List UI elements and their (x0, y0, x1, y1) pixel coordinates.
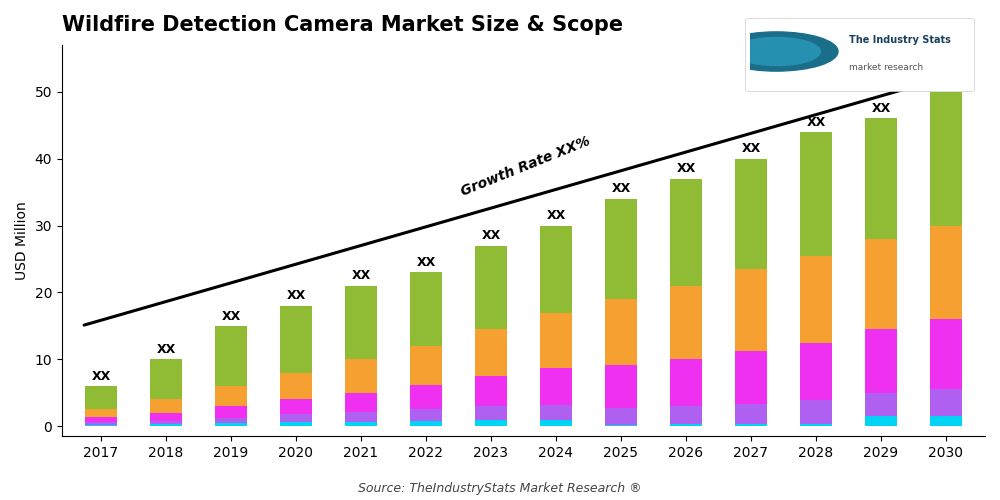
Text: XX: XX (936, 76, 956, 88)
Bar (85, 422, 117, 425)
Text: XX: XX (546, 209, 566, 222)
Bar (605, 364, 637, 408)
Bar (85, 425, 117, 426)
Text: Growth Rate XX%: Growth Rate XX% (458, 134, 592, 199)
Text: XX: XX (611, 182, 631, 196)
Text: XX: XX (156, 343, 176, 356)
Bar (735, 350, 767, 404)
Y-axis label: USD Million: USD Million (15, 201, 29, 280)
Bar (800, 256, 832, 344)
Bar (670, 424, 702, 426)
Bar (670, 358, 702, 406)
Text: XX: XX (351, 270, 371, 282)
Text: XX: XX (871, 102, 891, 115)
Text: XX: XX (416, 256, 436, 269)
Bar (865, 416, 897, 426)
Bar (865, 329, 897, 393)
Bar (345, 422, 377, 426)
Bar (605, 408, 637, 425)
Bar (540, 420, 572, 426)
Bar (410, 272, 442, 346)
Text: Wildfire Detection Camera Market Size & Scope: Wildfire Detection Camera Market Size & … (62, 15, 623, 35)
Bar (345, 360, 377, 393)
Bar (280, 422, 312, 426)
Bar (540, 226, 572, 312)
Text: XX: XX (91, 370, 111, 383)
Bar (800, 344, 832, 400)
Bar (410, 409, 442, 421)
Bar (930, 416, 962, 426)
Text: XX: XX (286, 290, 306, 302)
Bar (345, 393, 377, 411)
Bar (410, 346, 442, 386)
Bar (605, 199, 637, 299)
Bar (280, 400, 312, 414)
Bar (280, 414, 312, 422)
Bar (215, 326, 247, 386)
Text: market research: market research (849, 63, 923, 72)
Bar (735, 424, 767, 426)
Bar (280, 306, 312, 372)
Bar (540, 312, 572, 368)
Bar (215, 423, 247, 426)
FancyBboxPatch shape (746, 18, 974, 92)
Bar (735, 404, 767, 424)
Bar (475, 406, 507, 419)
Bar (540, 368, 572, 405)
Bar (605, 425, 637, 426)
Bar (605, 299, 637, 364)
Bar (150, 360, 182, 400)
Text: XX: XX (221, 310, 241, 322)
Text: XX: XX (676, 162, 696, 175)
Bar (865, 239, 897, 329)
Text: The Industry Stats: The Industry Stats (849, 34, 951, 44)
Bar (475, 246, 507, 329)
Text: XX: XX (481, 230, 501, 242)
Bar (475, 376, 507, 406)
Circle shape (732, 38, 820, 66)
Text: XX: XX (741, 142, 761, 156)
Bar (150, 413, 182, 421)
Bar (345, 412, 377, 422)
Bar (930, 319, 962, 390)
Bar (85, 386, 117, 409)
Bar (800, 400, 832, 423)
Bar (540, 405, 572, 419)
Bar (150, 424, 182, 426)
Bar (670, 406, 702, 424)
Bar (85, 417, 117, 422)
Bar (865, 393, 897, 416)
Bar (800, 132, 832, 256)
Bar (475, 329, 507, 376)
Bar (930, 226, 962, 319)
Bar (930, 390, 962, 416)
Text: Source: TheIndustryStats Market Research ®: Source: TheIndustryStats Market Research… (358, 482, 642, 495)
Bar (280, 372, 312, 400)
Bar (215, 406, 247, 417)
Bar (85, 409, 117, 417)
Bar (735, 269, 767, 350)
Bar (865, 118, 897, 239)
Bar (410, 421, 442, 426)
Bar (345, 286, 377, 360)
Bar (670, 178, 702, 286)
Bar (475, 420, 507, 426)
Bar (215, 386, 247, 406)
Bar (150, 400, 182, 413)
Text: XX: XX (806, 116, 826, 128)
Bar (410, 386, 442, 409)
Circle shape (715, 32, 838, 71)
Bar (800, 424, 832, 426)
Bar (930, 92, 962, 226)
Bar (735, 158, 767, 269)
Bar (670, 286, 702, 358)
Bar (215, 418, 247, 423)
Bar (150, 421, 182, 424)
